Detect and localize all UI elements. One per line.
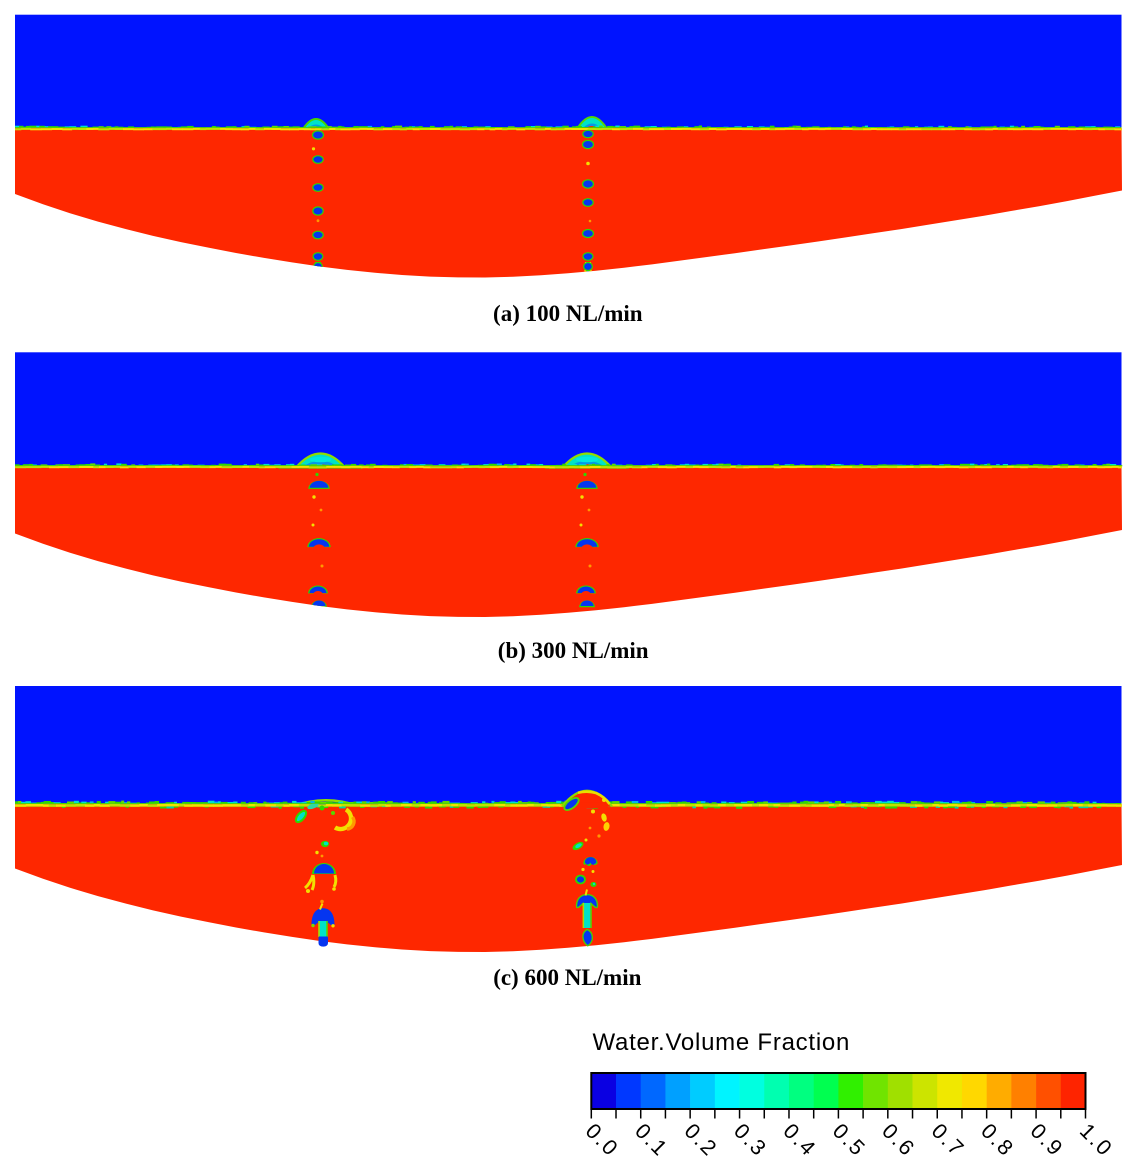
svg-text:Water.Volume Fraction: Water.Volume Fraction — [593, 1029, 851, 1056]
svg-text:(a) 100 NL/min: (a) 100 NL/min — [493, 301, 643, 326]
svg-text:(c) 600 NL/min: (c) 600 NL/min — [493, 965, 641, 990]
svg-text:(b) 300 NL/min: (b) 300 NL/min — [498, 638, 649, 663]
